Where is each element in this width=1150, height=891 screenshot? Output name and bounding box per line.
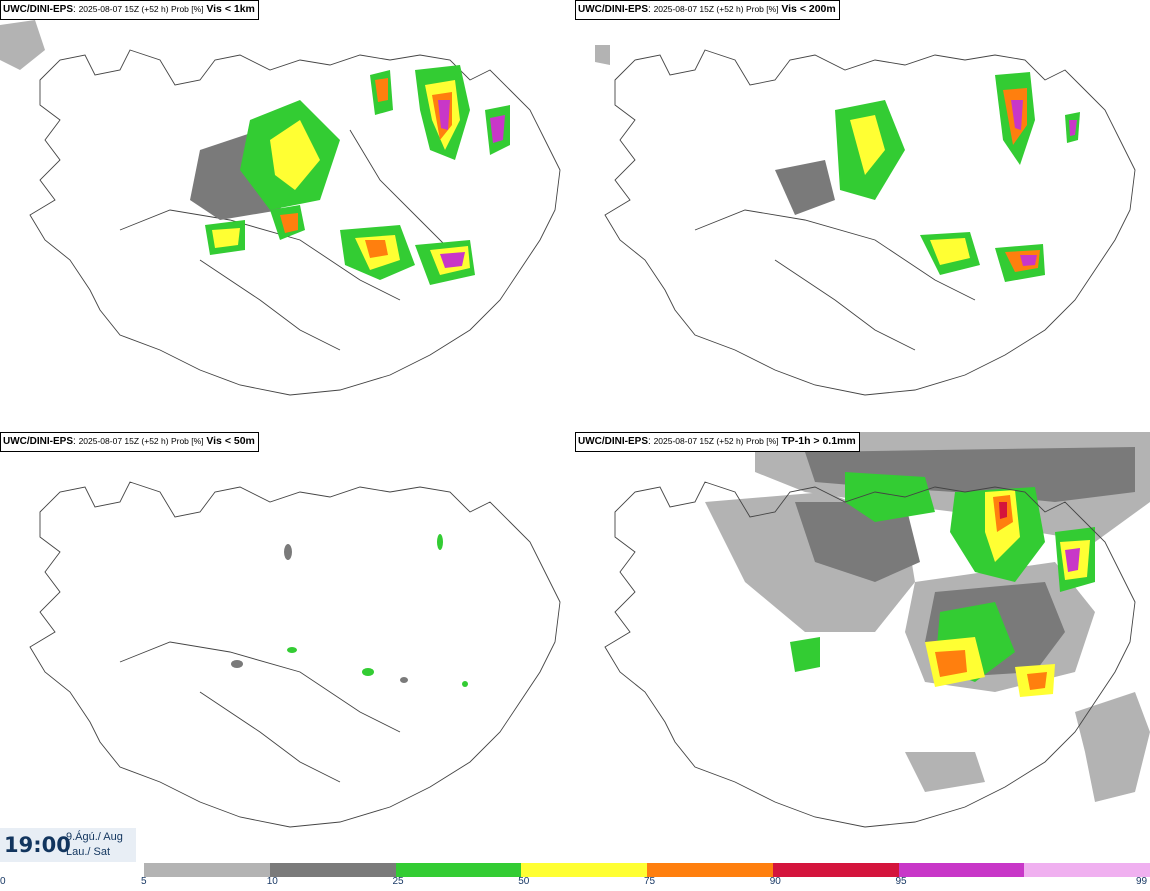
- iceland-map: [0, 20, 561, 396]
- map-panel-vis-1km: UWC/DINI-EPS: 2025-08-07 15Z (+52 h) Pro…: [0, 0, 575, 430]
- variable-name: Vis < 1km: [206, 3, 255, 15]
- panel-title: UWC/DINI-EPS: 2025-08-07 15Z (+52 h) Pro…: [0, 432, 259, 452]
- colorbar-tick-label: 5: [141, 876, 147, 887]
- colorbar-tick-label: 95: [895, 876, 907, 887]
- panel-title: UWC/DINI-EPS: 2025-08-07 15Z (+52 h) Pro…: [575, 0, 840, 20]
- iceland-map: [595, 45, 1136, 396]
- colorbar-segment: [144, 863, 270, 877]
- variable-name: TP-1h > 0.1mm: [781, 435, 856, 447]
- run-meta: 2025-08-07 15Z (+52 h) Prob [%]: [653, 436, 779, 446]
- colorbar-tick-label: 99: [1136, 876, 1148, 887]
- probability-colorbar: [144, 863, 1150, 877]
- colorbar-segment: [395, 863, 522, 877]
- colorbar-segment: [269, 863, 396, 877]
- panel-title: UWC/DINI-EPS: 2025-08-07 15Z (+52 h) Pro…: [575, 432, 860, 452]
- iceland-map: [604, 432, 1150, 828]
- model-name: UWC/DINI-EPS: [3, 4, 73, 15]
- variable-name: Vis < 50m: [206, 435, 255, 447]
- model-name: UWC/DINI-EPS: [578, 436, 648, 447]
- run-meta: 2025-08-07 15Z (+52 h) Prob [%]: [78, 436, 204, 446]
- map-panel-vis-50m: UWC/DINI-EPS: 2025-08-07 15Z (+52 h) Pro…: [0, 432, 575, 862]
- colorbar-tick-label: 25: [392, 876, 404, 887]
- colorbar-segment: [772, 863, 899, 877]
- colorbar-ticks: 0 5 10 25 50 75 90 95 99: [0, 876, 1150, 891]
- colorbar-tick-label: 50: [518, 876, 530, 887]
- colorbar-segment: [1024, 863, 1150, 877]
- colorbar-segment: [898, 863, 1025, 877]
- colorbar-segment: [521, 863, 647, 877]
- map-panel-vis-200m: UWC/DINI-EPS: 2025-08-07 15Z (+52 h) Pro…: [575, 0, 1150, 430]
- run-meta: 2025-08-07 15Z (+52 h) Prob [%]: [653, 4, 779, 14]
- colorbar-tick-label: 90: [769, 876, 781, 887]
- colorbar-tick-label: 0: [0, 876, 6, 887]
- valid-date-line1: 9.Ágú./ Aug: [66, 831, 123, 843]
- colorbar-tick-label: 10: [266, 876, 278, 887]
- colorbar-tick-label: 75: [644, 876, 656, 887]
- valid-time: 19:00: [4, 833, 71, 857]
- model-name: UWC/DINI-EPS: [3, 436, 73, 447]
- iceland-map: [29, 481, 561, 828]
- colorbar-segment: [647, 863, 773, 877]
- run-meta: 2025-08-07 15Z (+52 h) Prob [%]: [78, 4, 204, 14]
- valid-time-box: 19:00 9.Ágú./ Aug Lau./ Sat: [0, 828, 136, 862]
- map-panel-tp-1h: UWC/DINI-EPS: 2025-08-07 15Z (+52 h) Pro…: [575, 432, 1150, 862]
- variable-name: Vis < 200m: [781, 3, 836, 15]
- panel-title: UWC/DINI-EPS: 2025-08-07 15Z (+52 h) Pro…: [0, 0, 259, 20]
- model-name: UWC/DINI-EPS: [578, 4, 648, 15]
- valid-date-line2: Lau./ Sat: [66, 846, 111, 858]
